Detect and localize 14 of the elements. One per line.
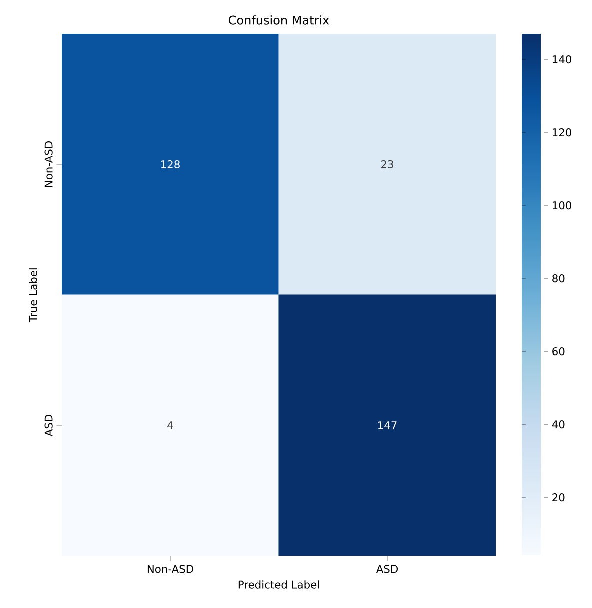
y-axis-title: True Label <box>29 268 38 322</box>
data-label: 147 <box>378 422 397 430</box>
color-bar-label: 140 <box>553 56 572 64</box>
data-label: 128 <box>161 160 180 169</box>
x-axis-title: Predicted Label <box>238 580 320 589</box>
color-bar-label: 80 <box>552 274 565 283</box>
color-bar-label: 20 <box>552 494 565 502</box>
color-bar-label: 60 <box>552 348 565 356</box>
color-bar-label: 100 <box>553 202 572 210</box>
color-bar-label: 120 <box>553 128 572 137</box>
chart-title: Confusion Matrix <box>229 16 330 25</box>
data-label: 23 <box>381 160 394 169</box>
data-label: 4 <box>168 422 174 430</box>
color-bar-label: 40 <box>552 420 565 429</box>
